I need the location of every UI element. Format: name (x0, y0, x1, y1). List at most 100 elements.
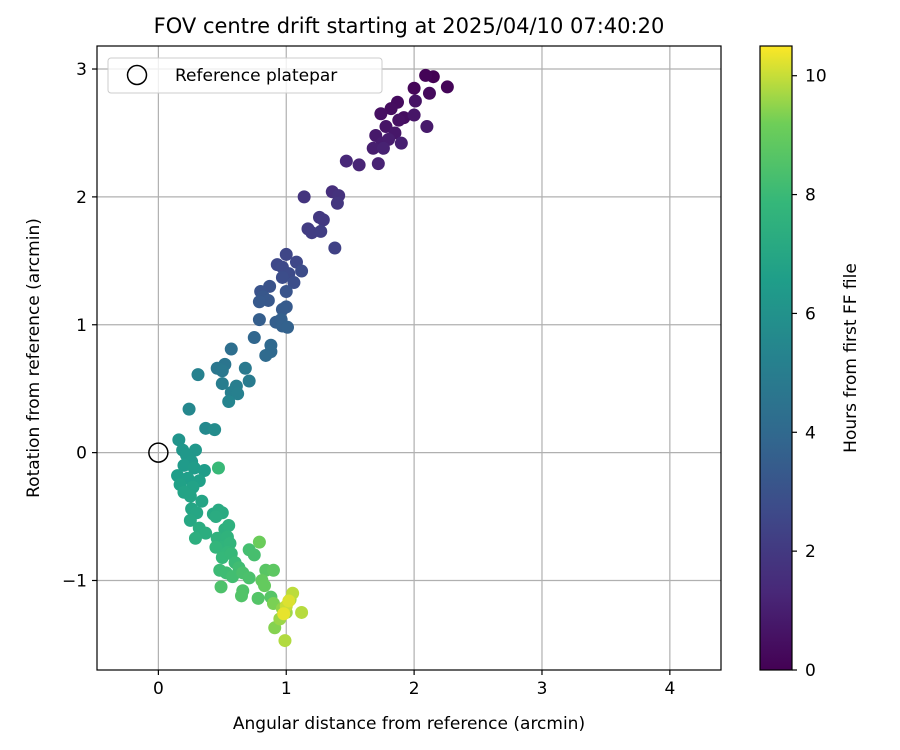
data-point (252, 313, 266, 327)
data-point (183, 489, 197, 503)
data-point (234, 589, 248, 603)
data-point (195, 494, 209, 508)
data-point (297, 190, 311, 204)
data-point (231, 387, 245, 401)
colorbar-tick-label: 10 (805, 67, 827, 87)
data-point (384, 102, 398, 116)
data-point (252, 295, 266, 309)
data-point (408, 94, 422, 108)
legend: Reference platepar (107, 57, 383, 94)
colorbar-tick-label: 4 (805, 423, 816, 443)
data-point (295, 264, 309, 278)
scatter-points (148, 68, 454, 648)
data-point (197, 464, 211, 478)
data-point (222, 519, 236, 533)
data-point (419, 68, 433, 82)
data-point (222, 394, 236, 408)
y-tick-label: 1 (76, 316, 87, 336)
data-point (339, 154, 353, 168)
grid-lines (97, 46, 721, 670)
data-point (275, 302, 289, 316)
data-point (287, 276, 301, 290)
data-point (242, 571, 256, 585)
data-point (172, 433, 186, 447)
data-point (281, 320, 295, 334)
legend-box (107, 57, 383, 94)
data-point (420, 120, 434, 134)
data-point (295, 605, 309, 619)
data-point (208, 423, 222, 437)
chart-title: FOV centre drift starting at 2025/04/10 … (154, 14, 665, 38)
data-point (182, 402, 196, 416)
data-point (259, 348, 273, 362)
data-point (278, 634, 292, 648)
x-tick-label: 1 (281, 679, 292, 699)
data-point (316, 213, 330, 227)
data-point (251, 591, 265, 605)
data-point (209, 540, 223, 554)
y-tick-label: 3 (76, 60, 87, 80)
data-point (328, 241, 342, 255)
x-tick-label: 0 (153, 679, 164, 699)
colorbar-tick-label: 8 (805, 186, 816, 206)
data-point (211, 461, 225, 475)
colorbar: 0 2 4 6 8 10 Hours from first FF file (759, 45, 861, 681)
data-point (392, 113, 406, 127)
data-point (352, 158, 366, 172)
data-point (379, 120, 393, 134)
data-point (330, 196, 344, 210)
y-axis-label: Rotation from reference (arcmin) (24, 218, 44, 498)
y-tick-label: −1 (62, 571, 87, 591)
colorbar-tick-label: 0 (805, 661, 816, 681)
data-point (277, 607, 291, 621)
data-point (376, 141, 390, 155)
data-point (199, 526, 213, 540)
data-point (394, 136, 408, 150)
data-point (371, 157, 385, 171)
data-point (187, 461, 201, 475)
data-point (440, 80, 454, 94)
x-tick-label: 3 (537, 679, 548, 699)
data-point (366, 141, 380, 155)
data-point (177, 458, 191, 472)
data-point (188, 531, 202, 545)
data-point (215, 377, 229, 391)
data-point (191, 368, 205, 382)
data-point (279, 285, 293, 299)
colorbar-ticks: 0 2 4 6 8 10 (792, 67, 827, 681)
x-axis-label: Angular distance from reference (arcmin) (233, 714, 585, 734)
data-point (314, 224, 328, 238)
data-point (252, 535, 266, 549)
plot-frame (96, 45, 722, 671)
data-point (282, 594, 296, 608)
y-tick-label: 2 (76, 188, 87, 208)
data-point (242, 374, 256, 388)
x-tick-label: 2 (409, 679, 420, 699)
colorbar-tick-label: 6 (805, 304, 816, 324)
colorbar-gradient (760, 46, 792, 670)
data-point (266, 563, 280, 577)
data-point (275, 270, 289, 284)
data-point (407, 81, 421, 95)
x-tick-label: 4 (664, 679, 675, 699)
data-point (226, 570, 240, 584)
data-point (238, 361, 252, 375)
data-point (407, 108, 421, 122)
data-point (374, 107, 388, 121)
data-point (279, 247, 293, 261)
data-point (215, 364, 229, 378)
reference-point (148, 442, 169, 463)
data-point (224, 342, 238, 356)
data-point (247, 548, 261, 562)
data-point (209, 510, 223, 524)
data-point (183, 513, 197, 527)
y-tick-label: 0 (76, 444, 87, 464)
colorbar-tick-label: 2 (805, 542, 816, 562)
legend-marker-open-circle (126, 64, 148, 86)
colorbar-label: Hours from first FF file (841, 263, 861, 453)
data-point (247, 331, 261, 345)
data-point (258, 579, 272, 593)
axis-ticks: 0 1 2 3 4 −1 0 1 2 3 (62, 60, 675, 699)
